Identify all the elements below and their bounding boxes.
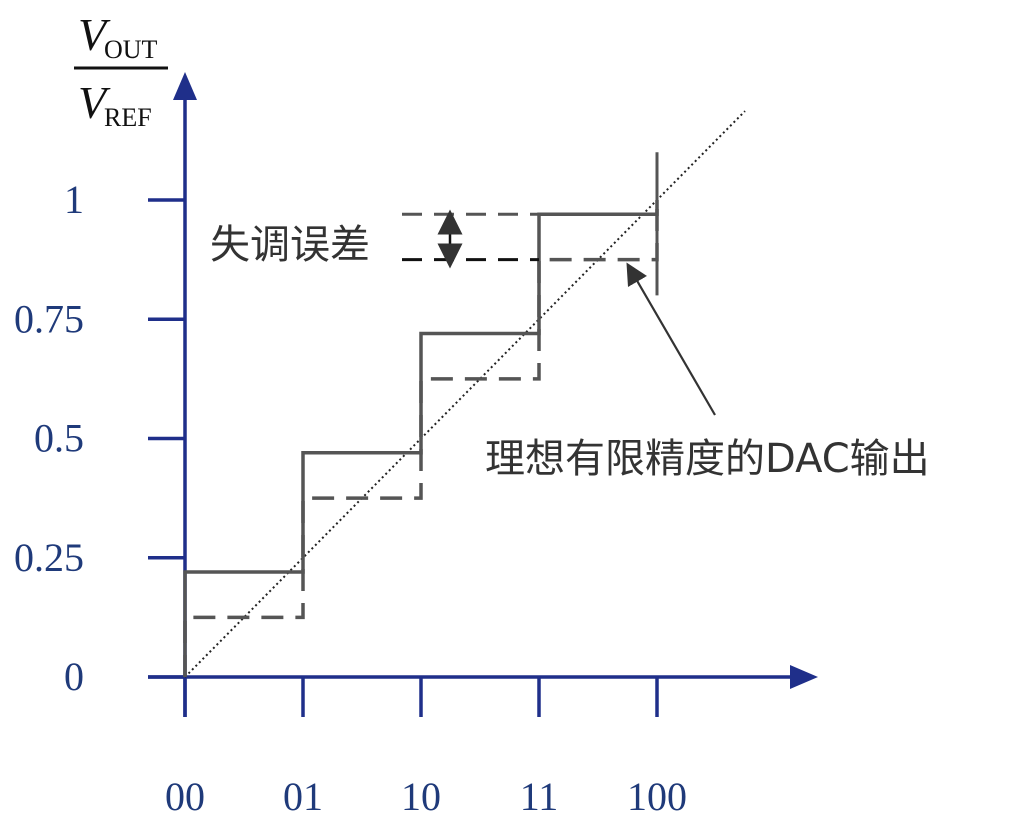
x-tick-label: 10	[401, 774, 441, 819]
ideal-dac-output-staircase	[183, 200, 659, 677]
y-label-num-main: V	[78, 9, 111, 60]
y-tick-label: 0	[64, 654, 84, 699]
y-tick-label: 1	[64, 177, 84, 222]
y-ticks: 0 0.25 0.5 0.75 1	[14, 177, 185, 699]
ideal-transfer-line	[184, 110, 746, 678]
ideal-output-pointer-arrow	[626, 262, 716, 416]
x-axis-arrowhead	[790, 665, 818, 689]
y-axis-label: V OUT V REF	[74, 9, 168, 132]
y-label-den-main: V	[78, 77, 111, 128]
y-label-den-sub: REF	[104, 103, 152, 132]
x-ticks: 00 01 10 11 100	[165, 677, 687, 819]
y-axis-arrowhead	[173, 72, 197, 100]
ideal-output-label: 理想有限精度的DAC输出	[485, 436, 930, 482]
y-tick-label: 0.5	[34, 416, 84, 461]
x-tick-label: 01	[283, 774, 323, 819]
y-tick-label: 0.25	[14, 535, 84, 580]
y-tick-label: 0.75	[14, 296, 84, 341]
offset-error-label: 失调误差	[210, 222, 370, 268]
y-label-num-sub: OUT	[104, 35, 158, 64]
axes	[148, 72, 818, 717]
x-tick-label: 11	[520, 774, 559, 819]
x-tick-label: 100	[627, 774, 687, 819]
x-tick-label: 00	[165, 774, 205, 819]
annotations: 失调误差 理想有限精度的DAC输出	[210, 209, 930, 482]
series-group	[183, 110, 746, 678]
